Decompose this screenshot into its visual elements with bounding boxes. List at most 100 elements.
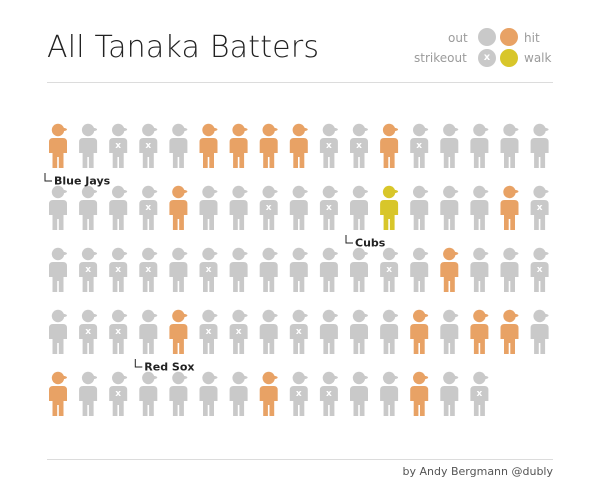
- batter-hit: [169, 309, 188, 354]
- batter-strikeout: x: [410, 123, 429, 168]
- batter-strikeout: x: [470, 371, 489, 416]
- batter-strikeout: x: [530, 247, 549, 292]
- strikeout-mark: x: [145, 203, 151, 213]
- bottom-divider: [47, 459, 553, 460]
- batter-hit: [49, 123, 67, 168]
- batter-strikeout: x: [139, 123, 158, 168]
- strikeout-mark: x: [326, 203, 332, 213]
- strikeout-mark: x: [115, 265, 121, 275]
- strikeout-mark: x: [476, 389, 482, 399]
- team-annotation-label: Red Sox: [144, 361, 194, 374]
- legend-hit-swatch: [500, 28, 518, 46]
- batter-hit: [289, 123, 308, 168]
- batter-strikeout: x: [229, 309, 248, 354]
- strikeout-mark: x: [356, 141, 362, 151]
- batter-out: [169, 123, 188, 168]
- batter-out: [470, 185, 489, 230]
- legend-hit-label: hit: [524, 31, 540, 45]
- batter-out: [350, 371, 368, 416]
- batter-out: [49, 185, 67, 230]
- batter-strikeout: x: [289, 371, 308, 416]
- batter-hit: [380, 123, 399, 168]
- legend-strikeout-label: strikeout: [414, 51, 467, 65]
- batter-strikeout: x: [199, 247, 218, 292]
- strikeout-mark: x: [296, 327, 302, 337]
- batter-out: [169, 371, 188, 416]
- strikeout-mark: x: [85, 327, 91, 337]
- batter-strikeout: x: [79, 309, 98, 354]
- batter-strikeout: x: [139, 247, 158, 292]
- batter-hit: [470, 309, 489, 354]
- batter-strikeout: x: [350, 123, 368, 168]
- batter-hit: [229, 123, 248, 168]
- strikeout-mark: x: [386, 265, 392, 275]
- team-annotation: Blue Jays: [44, 173, 111, 188]
- batter-hit: [500, 309, 519, 354]
- team-annotation-label: Cubs: [355, 237, 386, 250]
- batter-out: [319, 247, 338, 292]
- batter-hit: [49, 371, 67, 416]
- batter-strikeout: x: [530, 185, 549, 230]
- legend-walk-swatch: [500, 49, 518, 67]
- credit-line: by Andy Bergmann @dubly: [402, 465, 554, 478]
- batter-out: [380, 309, 399, 354]
- strikeout-mark: x: [206, 327, 212, 337]
- batter-strikeout: x: [259, 185, 278, 230]
- batter-strikeout: x: [289, 309, 308, 354]
- batter-out: [440, 185, 459, 230]
- batter-hit: [169, 185, 188, 230]
- batter-out: [440, 309, 459, 354]
- batter-out: [440, 123, 459, 168]
- batter-out: [229, 185, 248, 230]
- batter-out: [49, 247, 67, 292]
- strikeout-mark: x: [145, 141, 151, 151]
- batter-out: [380, 371, 399, 416]
- chart-title: All Tanaka Batters: [47, 30, 320, 65]
- batter-strikeout: x: [109, 247, 128, 292]
- strikeout-mark: x: [326, 141, 332, 151]
- batter-out: [500, 123, 519, 168]
- legend-out-swatch: [478, 28, 496, 46]
- legend-walk-label: walk: [524, 51, 552, 65]
- batter-strikeout: x: [199, 309, 218, 354]
- batter-out: [79, 123, 98, 168]
- batter-out: [229, 371, 248, 416]
- strikeout-mark: x: [266, 203, 272, 213]
- batter-out: [169, 247, 188, 292]
- batter-hit: [410, 309, 429, 354]
- batter-out: [79, 185, 98, 230]
- strikeout-mark: x: [115, 327, 121, 337]
- strikeout-mark: x: [326, 389, 332, 399]
- batter-out: [530, 309, 549, 354]
- batter-out: [109, 185, 128, 230]
- batter-out: [259, 309, 278, 354]
- batter-out: [440, 371, 459, 416]
- strikeout-mark: x: [145, 265, 151, 275]
- batter-strikeout: x: [380, 247, 399, 292]
- batter-out: [470, 123, 489, 168]
- batter-out: [350, 309, 368, 354]
- batter-hit: [199, 123, 218, 168]
- legend-out-label: out: [448, 31, 468, 45]
- batter-hit: [440, 247, 459, 292]
- batter-out: [410, 185, 429, 230]
- batter-out: [319, 309, 338, 354]
- batter-strikeout: x: [109, 123, 128, 168]
- batter-hit: [259, 123, 278, 168]
- batter-strikeout: x: [139, 185, 158, 230]
- batter-out: [410, 247, 429, 292]
- batter-out: [229, 247, 248, 292]
- strikeout-mark: x: [296, 389, 302, 399]
- batter-out: [49, 309, 67, 354]
- batter-strikeout: x: [319, 123, 338, 168]
- batter-strikeout: x: [319, 371, 338, 416]
- strikeout-mark: x: [85, 265, 91, 275]
- batter-hit: [500, 185, 519, 230]
- batter-out: [350, 247, 368, 292]
- team-annotation: Cubs: [345, 235, 386, 250]
- batter-out: [470, 247, 489, 292]
- batter-strikeout: x: [319, 185, 338, 230]
- batter-out: [289, 247, 308, 292]
- team-annotation-label: Blue Jays: [54, 175, 111, 188]
